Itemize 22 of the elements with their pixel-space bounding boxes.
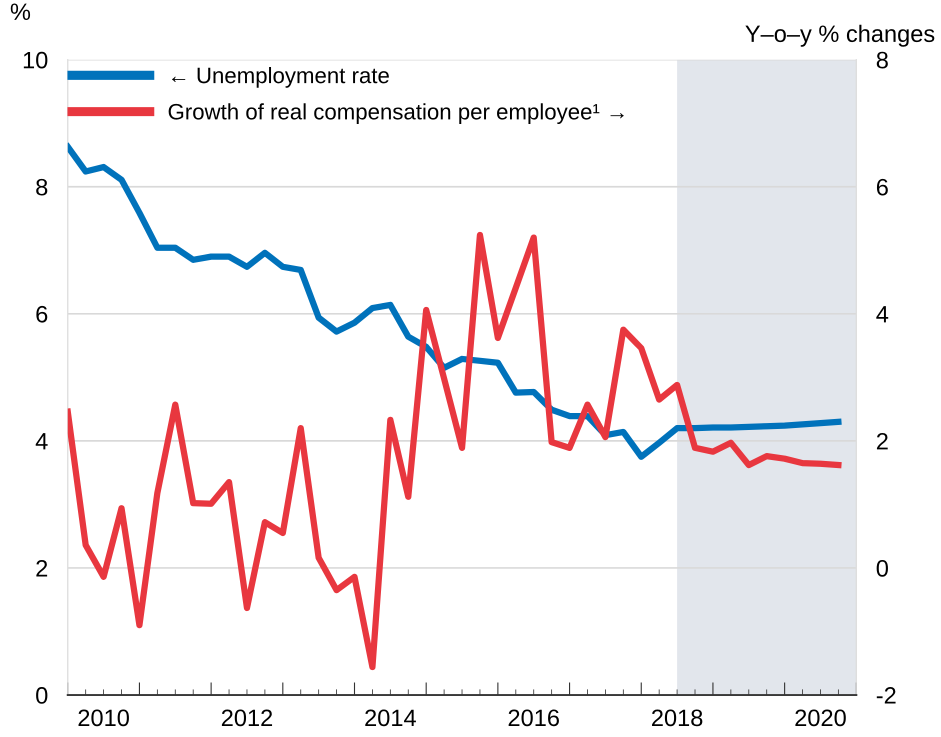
- x-tick-label: 2014: [365, 710, 416, 726]
- x-tick-label: 2018: [652, 710, 702, 726]
- legend-label: Growth of real compensation per employee¹ →: [168, 103, 624, 124]
- x-tick-label: 2020: [795, 710, 846, 726]
- y-tick-label: 10: [24, 52, 48, 68]
- y-tick-label: 2: [36, 560, 48, 576]
- x-tick-label: 2010: [78, 710, 129, 726]
- x-tick-label: 2016: [508, 710, 559, 726]
- y2-axis-title: Y–o–y % changes: [745, 24, 934, 47]
- y-tick-label: 4: [36, 433, 48, 450]
- y2-tick-label: 2: [876, 432, 888, 450]
- y-tick-label: 0: [36, 687, 48, 704]
- y-tick-label: 6: [36, 306, 48, 323]
- legend-label: ← Unemployment rate: [172, 66, 389, 88]
- y2-tick-label: 8: [876, 52, 888, 68]
- y2-tick-label: 0: [876, 560, 888, 577]
- y2-tick-label: 6: [876, 178, 888, 196]
- y2-tick-label: -2: [876, 687, 896, 704]
- y2-tick-label: 4: [876, 306, 888, 322]
- y-axis-title: %: [10, 3, 30, 20]
- x-tick-label: 2012: [222, 710, 272, 726]
- y-tick-label: 8: [36, 178, 48, 196]
